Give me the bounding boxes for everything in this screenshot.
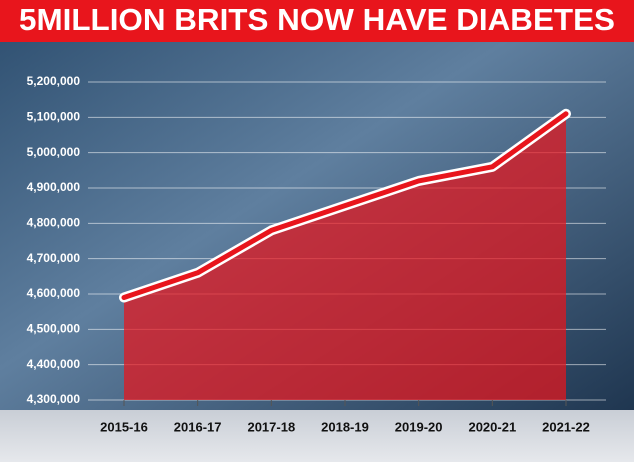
y-tick-label: 4,900,000 xyxy=(27,180,81,194)
y-tick-label: 4,700,000 xyxy=(27,251,81,265)
line xyxy=(121,111,569,301)
x-tick-label: 2018-19 xyxy=(321,419,369,434)
title-banner xyxy=(0,0,634,42)
chart-title: 5MILLION BRITS NOW HAVE DIABETES xyxy=(19,2,615,37)
x-tick-label: 2015-16 xyxy=(100,419,148,434)
y-tick-label: 5,000,000 xyxy=(27,145,81,159)
y-tick-label: 5,100,000 xyxy=(27,110,81,124)
x-tick-label: 2016-17 xyxy=(174,419,222,434)
y-tick-label: 4,800,000 xyxy=(27,216,81,230)
area xyxy=(124,113,566,401)
y-tick-label: 4,300,000 xyxy=(27,392,81,406)
x-tick-label: 2021-22 xyxy=(542,419,590,434)
y-tick-label: 4,600,000 xyxy=(27,286,81,300)
y-tick-label: 5,200,000 xyxy=(27,74,81,88)
footer-background xyxy=(0,410,634,462)
x-tick-label: 2020-21 xyxy=(468,419,516,434)
y-tick-label: 4,400,000 xyxy=(27,357,81,371)
x-tick-label: 2019-20 xyxy=(395,419,443,434)
x-tick-label: 2017-18 xyxy=(247,419,295,434)
y-tick-label: 4,500,000 xyxy=(27,322,81,336)
